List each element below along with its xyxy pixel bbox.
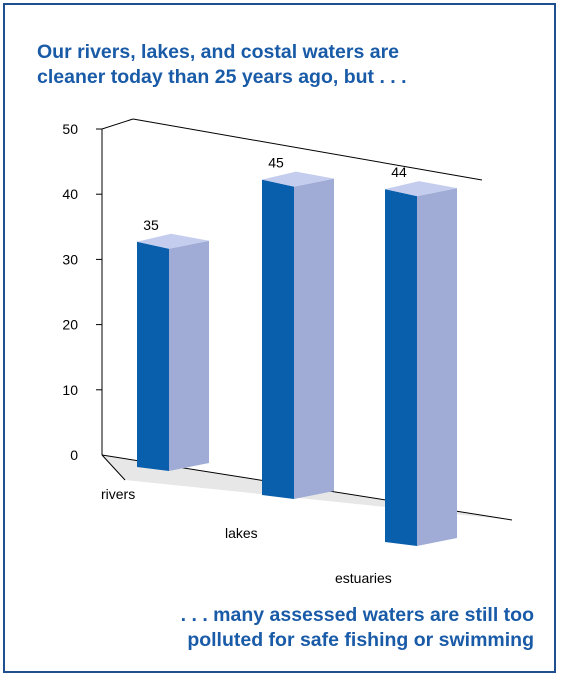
footer-line-2: polluted for safe fishing or swimming [187,629,534,651]
y-tick-label-50: 50 [62,121,78,137]
y-tick-label-0: 0 [70,447,78,463]
y-tick-label-20: 20 [62,317,78,333]
bar-top-lakes [262,171,334,187]
data-label-lakes: 45 [268,155,284,171]
back-top-edge [101,118,134,130]
y-tick-label-40: 40 [62,186,78,202]
bar-top-estuaries [385,181,457,197]
headline-line-2: cleaner today than 25 years ago, but . .… [37,66,407,88]
y-tick-label-10: 10 [62,382,78,398]
category-label-rivers: rivers [101,486,135,502]
figure-frame: Our rivers, lakes, and costal waters are… [3,3,556,673]
bar-front-estuaries [385,189,417,546]
headline-line-1: Our rivers, lakes, and costal waters are [37,41,400,63]
bar-top-rivers [137,233,209,249]
floor-left-edge [101,454,126,481]
bar-side-estuaries [417,188,457,546]
footer-line-1: . . . many assessed waters are still too [180,604,534,626]
bar-side-lakes [294,178,334,499]
data-label-rivers: 35 [143,217,159,233]
headline: Our rivers, lakes, and costal waters are… [37,40,537,90]
bar-side-rivers [169,240,209,471]
y-axis-ticks: 0 10 20 30 40 50 [62,121,102,463]
bar-front-lakes [262,179,294,499]
bar-front-rivers [137,241,169,471]
category-labels: rivers lakes estuaries [101,486,392,586]
category-label-lakes: lakes [225,525,258,541]
data-label-estuaries: 44 [391,164,407,180]
bars-group: 35 45 44 [137,155,457,546]
category-label-estuaries: estuaries [335,570,392,586]
back-top-line [132,118,483,181]
footer-note: . . . many assessed waters are still too… [54,603,534,653]
y-tick-label-30: 30 [62,251,78,267]
